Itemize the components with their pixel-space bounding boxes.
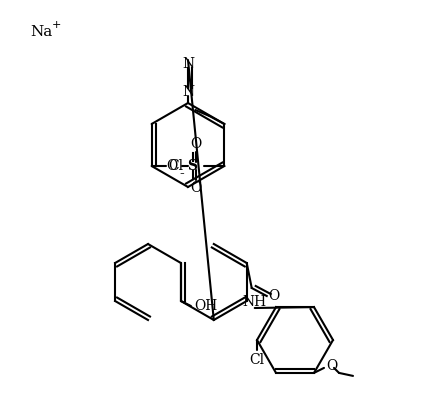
Text: +: + — [52, 20, 61, 30]
Text: O: O — [191, 181, 202, 195]
Text: O: O — [191, 137, 202, 151]
Text: N: N — [182, 57, 194, 71]
Text: O: O — [167, 159, 178, 173]
Text: O: O — [268, 289, 279, 303]
Text: Cl: Cl — [249, 353, 265, 367]
Text: O: O — [326, 359, 338, 373]
Text: OH: OH — [194, 299, 217, 313]
Text: S: S — [187, 159, 197, 173]
Text: Na: Na — [30, 25, 52, 39]
Text: Cl: Cl — [168, 159, 183, 173]
Text: -: - — [179, 167, 184, 181]
Text: NH: NH — [243, 295, 267, 309]
Text: N: N — [182, 85, 194, 99]
